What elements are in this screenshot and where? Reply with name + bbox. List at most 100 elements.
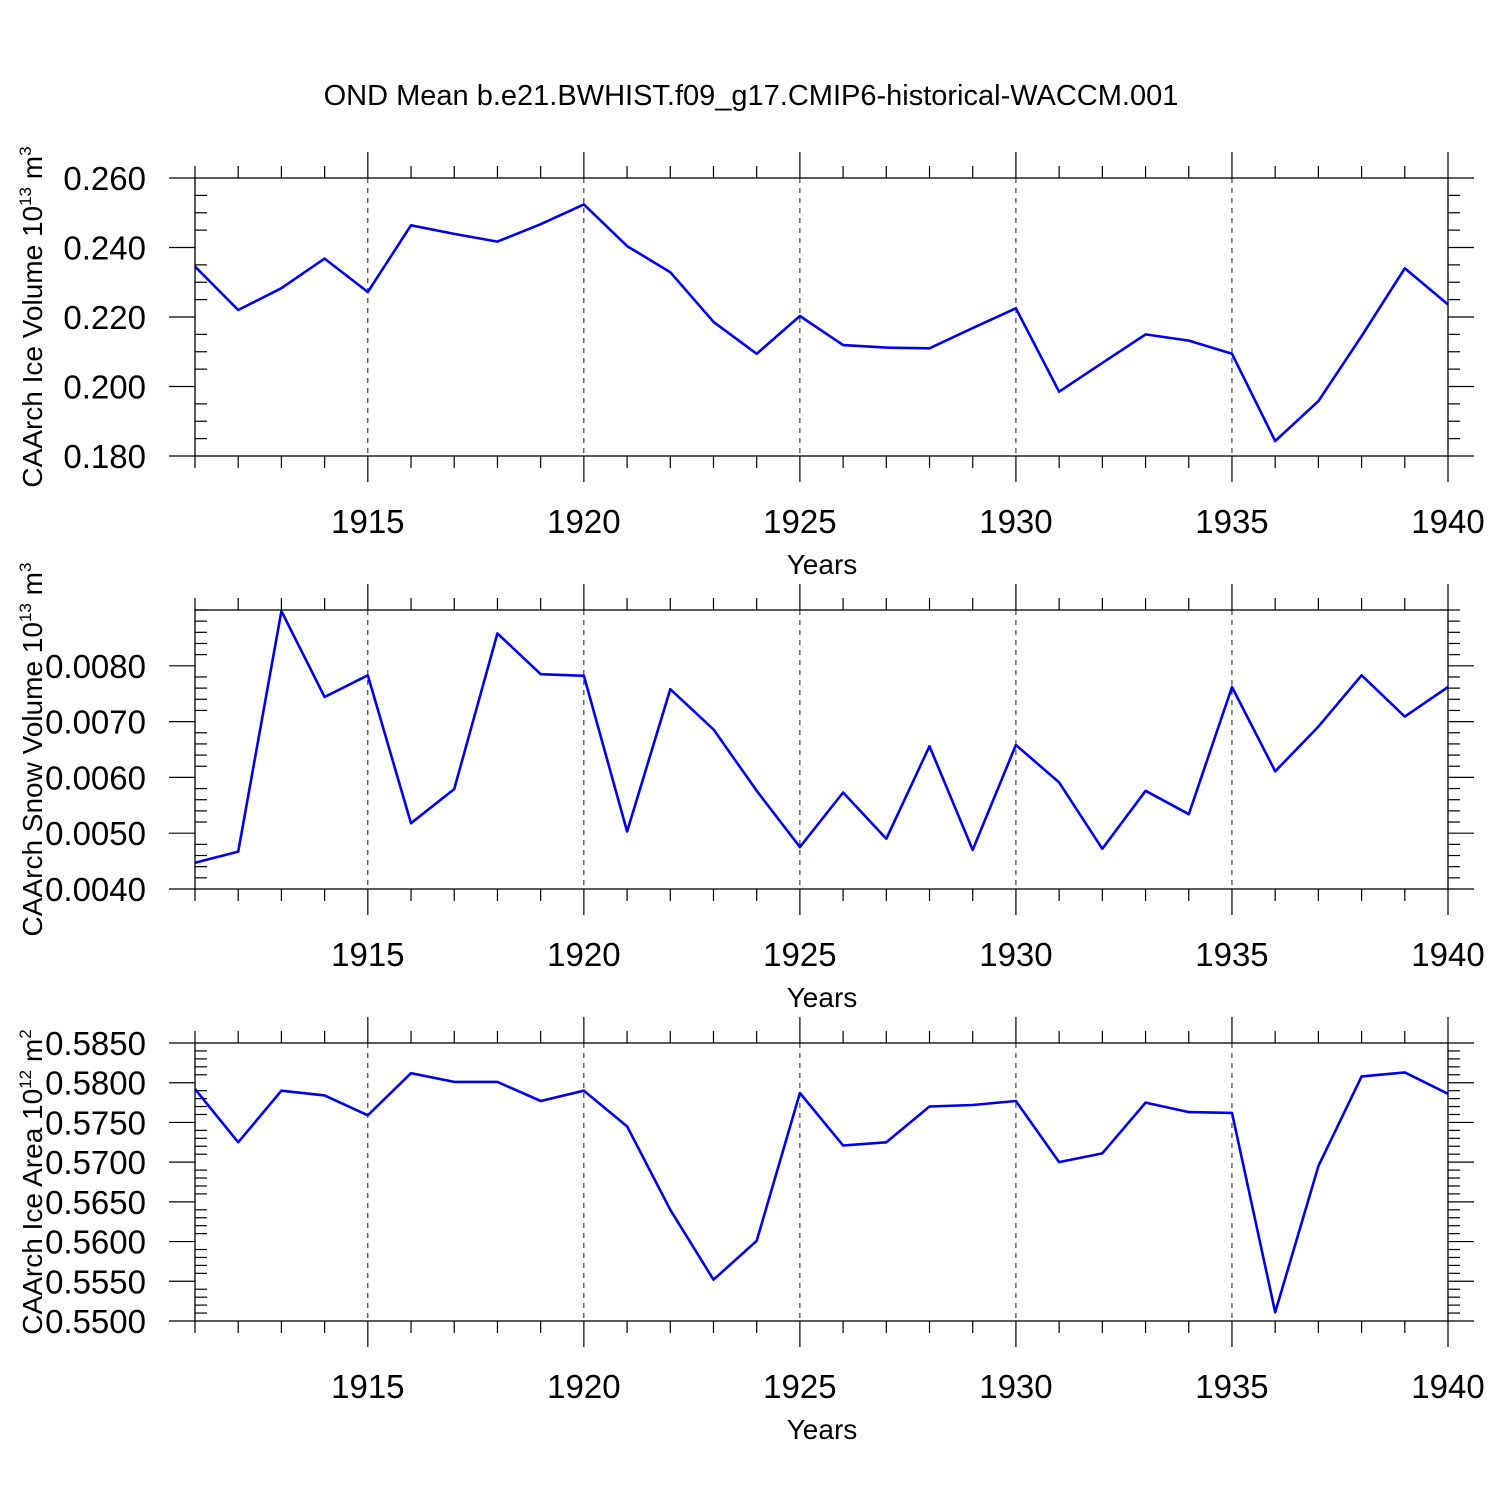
y-tick-label: 0.5700 (45, 1144, 146, 1181)
data-point (1056, 1159, 1062, 1165)
data-point (1186, 1109, 1192, 1115)
y-axis-label: CAArch Snow Volume 1013 m3 (16, 563, 48, 937)
data-point (624, 243, 630, 249)
data-point (494, 630, 500, 636)
data-point (711, 319, 717, 325)
x-tick-label: 1935 (1195, 936, 1268, 973)
data-point (1229, 684, 1235, 690)
data-point (1099, 1150, 1105, 1156)
x-tick-label: 1930 (979, 1368, 1052, 1405)
panel-ice-area: 0.55000.55500.56000.56500.57000.57500.58… (16, 1017, 1485, 1445)
y-tick-label: 0.5550 (45, 1263, 146, 1300)
data-point (278, 1088, 284, 1094)
data-point (1229, 1110, 1235, 1116)
x-axis-label: Years (787, 982, 858, 1013)
x-tick-label: 1915 (331, 503, 404, 540)
data-point (581, 201, 587, 207)
data-point (1143, 788, 1149, 794)
data-point (970, 325, 976, 331)
plot-frame (194, 609, 1449, 890)
data-point (1013, 1098, 1019, 1104)
y-tick-label: 0.5650 (45, 1184, 146, 1221)
y-tick-label: 0.0070 (45, 704, 146, 741)
data-point (667, 1207, 673, 1213)
y-tick-label: 0.260 (63, 160, 146, 197)
y-axis-label-unit: m (17, 1039, 48, 1070)
data-point (581, 1088, 587, 1094)
data-point (451, 1079, 457, 1085)
data-point (754, 788, 760, 794)
x-tick-label: 1915 (331, 936, 404, 973)
y-tick-label: 0.0060 (45, 759, 146, 796)
data-point (408, 820, 414, 826)
y-tick-label: 0.220 (63, 299, 146, 336)
data-point (1229, 351, 1235, 357)
y-axis-label-exponent: 12 (16, 1070, 35, 1089)
data-point (451, 231, 457, 237)
data-point (927, 743, 933, 749)
data-point (1272, 768, 1278, 774)
data-point (797, 313, 803, 319)
data-point (1272, 1309, 1278, 1315)
data-point (278, 608, 284, 614)
panel-snow-volume: 0.0040 0.0050 0.0060 0.0070 0.0080 1915 1920 19… (16, 563, 1485, 1013)
data-point (1272, 438, 1278, 444)
y-axis-label-unit-exponent: 3 (16, 563, 35, 572)
data-point (278, 285, 284, 291)
y-tick-label: 0.200 (63, 369, 146, 406)
x-tick-label: 1920 (547, 1368, 620, 1405)
y-axis-label-text: CAArch Snow Volume 10 (17, 622, 48, 936)
data-point (1359, 672, 1365, 678)
data-point (365, 289, 371, 295)
data-point (797, 844, 803, 850)
x-tick-label: 1930 (979, 936, 1052, 973)
y-tick-label: 0.5800 (45, 1065, 146, 1102)
data-point (494, 1079, 500, 1085)
data-point (797, 1090, 803, 1096)
data-point (970, 847, 976, 853)
x-tick-label: 1940 (1411, 1368, 1484, 1405)
data-point (970, 1102, 976, 1108)
data-point (667, 269, 673, 275)
data-point (1402, 265, 1408, 271)
data-point (840, 1143, 846, 1149)
y-axis-label: CAArch Ice Area 1012 m2 (16, 1029, 48, 1334)
series-line (193, 1071, 1449, 1314)
y-axis-label-unit: m (17, 156, 48, 187)
data-point (711, 1277, 717, 1283)
series-line (194, 609, 1449, 865)
y-axis-label: CAArch Ice Volume 1013 m3 (16, 146, 48, 487)
data-point (1402, 1069, 1408, 1075)
y-tick-label: 0.5500 (45, 1303, 146, 1340)
x-tick-label: 1940 (1411, 936, 1484, 973)
data-point (1099, 846, 1105, 852)
x-tick-label: 1925 (763, 936, 836, 973)
data-point (494, 239, 500, 245)
x-tick-label: 1925 (763, 1368, 836, 1405)
x-tick-label: 1920 (547, 503, 620, 540)
data-point (451, 786, 457, 792)
data-point (1186, 338, 1192, 344)
data-point (711, 726, 717, 732)
data-point (322, 694, 328, 700)
y-axis-label-unit-exponent: 3 (16, 146, 35, 155)
x-tick-label: 1920 (547, 936, 620, 973)
y-axis-label-text: CAArch Ice Volume 10 (17, 206, 48, 488)
plot-frame (194, 1042, 1449, 1322)
y-tick-label: 0.0040 (45, 871, 146, 908)
panel-ice-volume: 0.180 0.200 0.220 0.240 0.260 1915 1920 1925 193… (16, 146, 1485, 580)
chart-title: OND Mean b.e21.BWHIST.f09_g17.CMIP6-hist… (324, 80, 1179, 112)
y-tick-label: 0.180 (63, 438, 146, 475)
y-tick-label: 0.5750 (45, 1104, 146, 1141)
data-point (408, 1070, 414, 1076)
data-point (840, 790, 846, 796)
y-tick-label: 0.0080 (45, 648, 146, 685)
data-point (365, 672, 371, 678)
data-point (1359, 333, 1365, 339)
data-point (624, 1123, 630, 1129)
data-point (883, 836, 889, 842)
data-point (1143, 331, 1149, 337)
y-axis-label-unit: m (17, 572, 48, 603)
data-point (1315, 1163, 1321, 1169)
x-tick-label: 1930 (979, 503, 1052, 540)
